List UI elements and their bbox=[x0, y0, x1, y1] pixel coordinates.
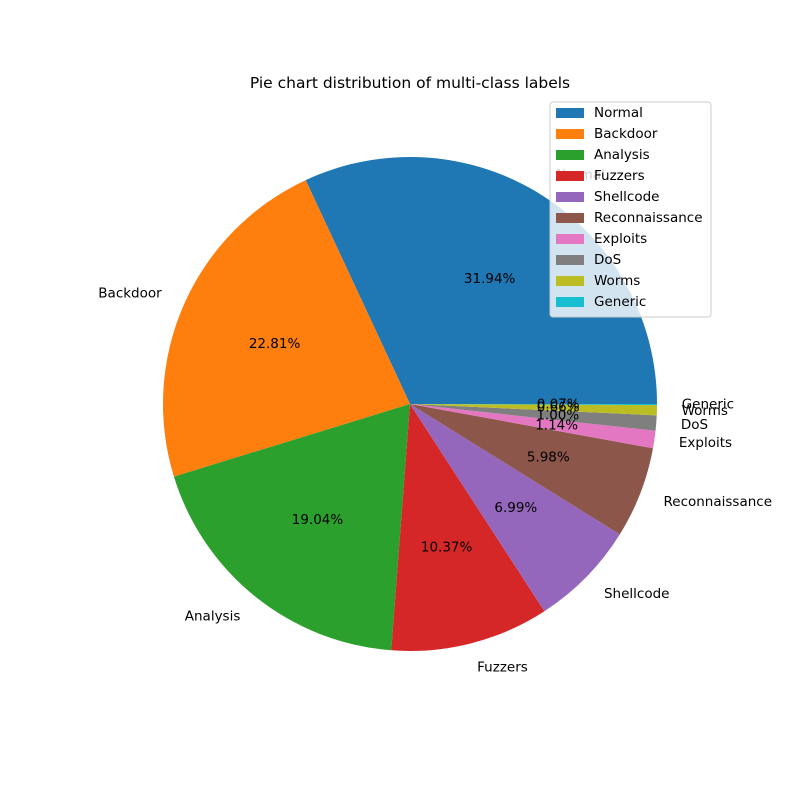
slice-label-worms: Worms bbox=[682, 403, 728, 419]
legend-label-normal: Normal bbox=[594, 105, 643, 121]
percent-label-generic: 0.07% bbox=[537, 396, 580, 412]
legend-label-dos: DoS bbox=[594, 252, 621, 268]
legend-swatch-reconnaissance bbox=[556, 213, 584, 223]
legend-label-exploits: Exploits bbox=[594, 231, 647, 247]
legend-label-shellcode: Shellcode bbox=[594, 189, 660, 205]
slice-label-fuzzers: Fuzzers bbox=[477, 659, 528, 675]
legend-label-analysis: Analysis bbox=[594, 147, 650, 163]
legend-label-generic: Generic bbox=[594, 294, 646, 310]
legend-label-backdoor: Backdoor bbox=[594, 126, 658, 142]
percent-label-normal: 31.94% bbox=[464, 271, 516, 287]
percent-label-exploits: 1.14% bbox=[535, 417, 578, 433]
percent-label-dos: 1.00% bbox=[536, 407, 579, 423]
legend-label-worms: Worms bbox=[594, 273, 640, 289]
legend-label-fuzzers: Fuzzers bbox=[594, 168, 645, 184]
percent-label-analysis: 19.04% bbox=[292, 512, 344, 528]
legend-swatch-worms bbox=[556, 276, 584, 286]
pie-slice-shellcode bbox=[410, 404, 620, 612]
legend-swatch-analysis bbox=[556, 150, 584, 160]
legend-label-reconnaissance: Reconnaissance bbox=[594, 210, 703, 226]
legend-swatch-generic bbox=[556, 297, 584, 307]
pie-slice-worms bbox=[410, 404, 657, 416]
slice-label-shellcode: Shellcode bbox=[604, 586, 670, 602]
legend-swatch-exploits bbox=[556, 234, 584, 244]
slice-label-reconnaissance: Reconnaissance bbox=[663, 494, 772, 510]
percent-label-fuzzers: 10.37% bbox=[421, 540, 473, 556]
legend: Normal Backdoor Analysis Fuzzers Shellcode Re… bbox=[549, 101, 712, 318]
slice-label-exploits: Exploits bbox=[679, 435, 732, 451]
slice-label-backdoor: Backdoor bbox=[98, 286, 162, 302]
legend-swatch-backdoor bbox=[556, 129, 584, 139]
percent-label-shellcode: 6.99% bbox=[494, 500, 537, 516]
percent-label-reconnaissance: 5.98% bbox=[527, 449, 570, 465]
legend-swatch-fuzzers bbox=[556, 171, 584, 181]
pie-slice-dos bbox=[410, 404, 657, 431]
percent-label-backdoor: 22.81% bbox=[249, 336, 301, 352]
pie-slice-generic bbox=[410, 404, 658, 406]
legend-frame bbox=[549, 101, 712, 318]
legend-swatch-normal bbox=[556, 108, 584, 118]
pie-slice-reconnaissance bbox=[410, 404, 653, 535]
legend-swatch-shellcode bbox=[556, 192, 584, 202]
pie-slice-backdoor bbox=[162, 180, 410, 477]
slice-label-generic: Generic bbox=[682, 397, 734, 413]
percent-labels: 31.94% 22.81% 19.04% 10.37% 6.99% 5.98% 1.14%1… bbox=[249, 271, 580, 556]
pie-slice-exploits bbox=[410, 404, 656, 449]
slice-label-dos: DoS bbox=[681, 417, 708, 433]
slice-label-analysis: Analysis bbox=[185, 608, 241, 624]
pie-slice-fuzzers bbox=[391, 404, 545, 652]
pie-slice-analysis bbox=[173, 404, 410, 651]
chart-title: Pie chart distribution of multi-class la… bbox=[250, 74, 570, 92]
legend-swatch-dos bbox=[556, 255, 584, 265]
percent-label-worms: 0.66% bbox=[537, 400, 580, 416]
